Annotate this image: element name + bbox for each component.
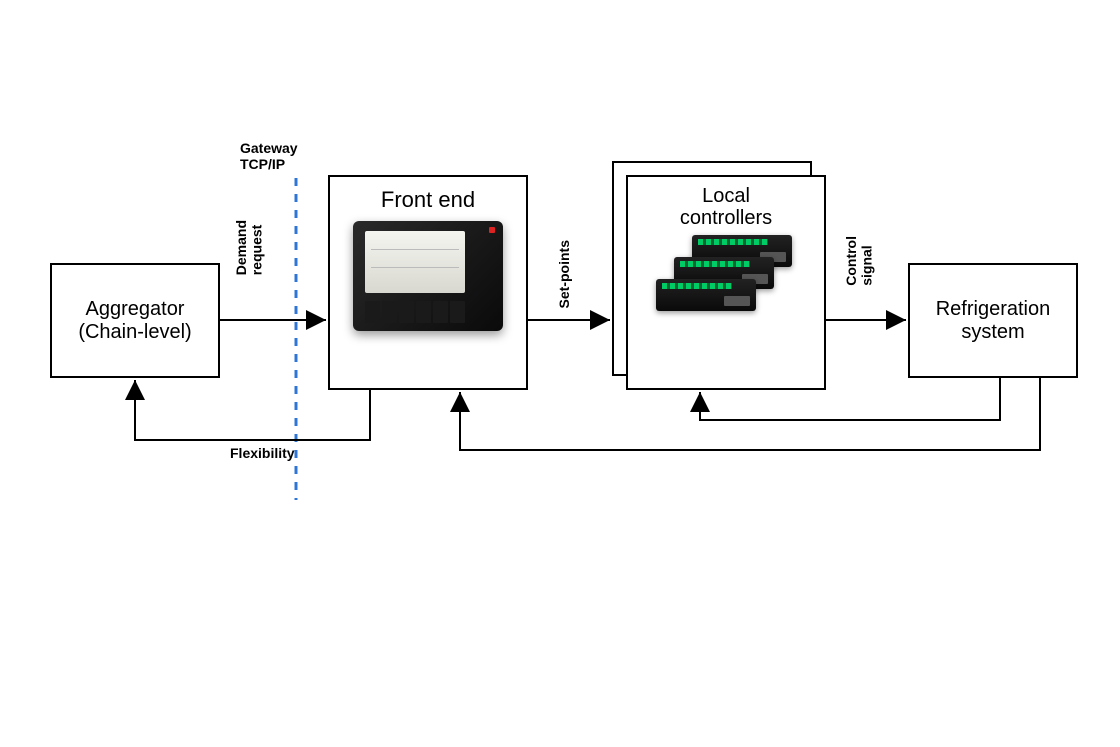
system-flow-diagram: Aggregator (Chain-level) Front end Local… [0, 0, 1120, 747]
node-refrigeration: Refrigeration system [908, 263, 1078, 378]
node-frontend: Front end [328, 175, 528, 390]
edge-label-control-signal: Control signal [844, 236, 875, 286]
edge-label-set-points: Set-points [556, 240, 572, 308]
frontend-title: Front end [381, 187, 475, 213]
local-controllers-title: Local controllers [680, 185, 772, 229]
frontend-device-icon [353, 221, 503, 331]
gateway-label: Gateway TCP/IP [240, 140, 298, 172]
refrigeration-label-2: system [961, 321, 1024, 344]
aggregator-label-1: Aggregator [86, 298, 185, 321]
controller-modules-icon [656, 235, 796, 315]
edge-label-flexibility: Flexibility [230, 445, 295, 461]
aggregator-label-2: (Chain-level) [78, 321, 191, 344]
refrigeration-label-1: Refrigeration [936, 298, 1051, 321]
node-aggregator: Aggregator (Chain-level) [50, 263, 220, 378]
edge-label-demand-request: Demand request [234, 220, 265, 275]
node-local-controllers: Local controllers [626, 175, 826, 390]
